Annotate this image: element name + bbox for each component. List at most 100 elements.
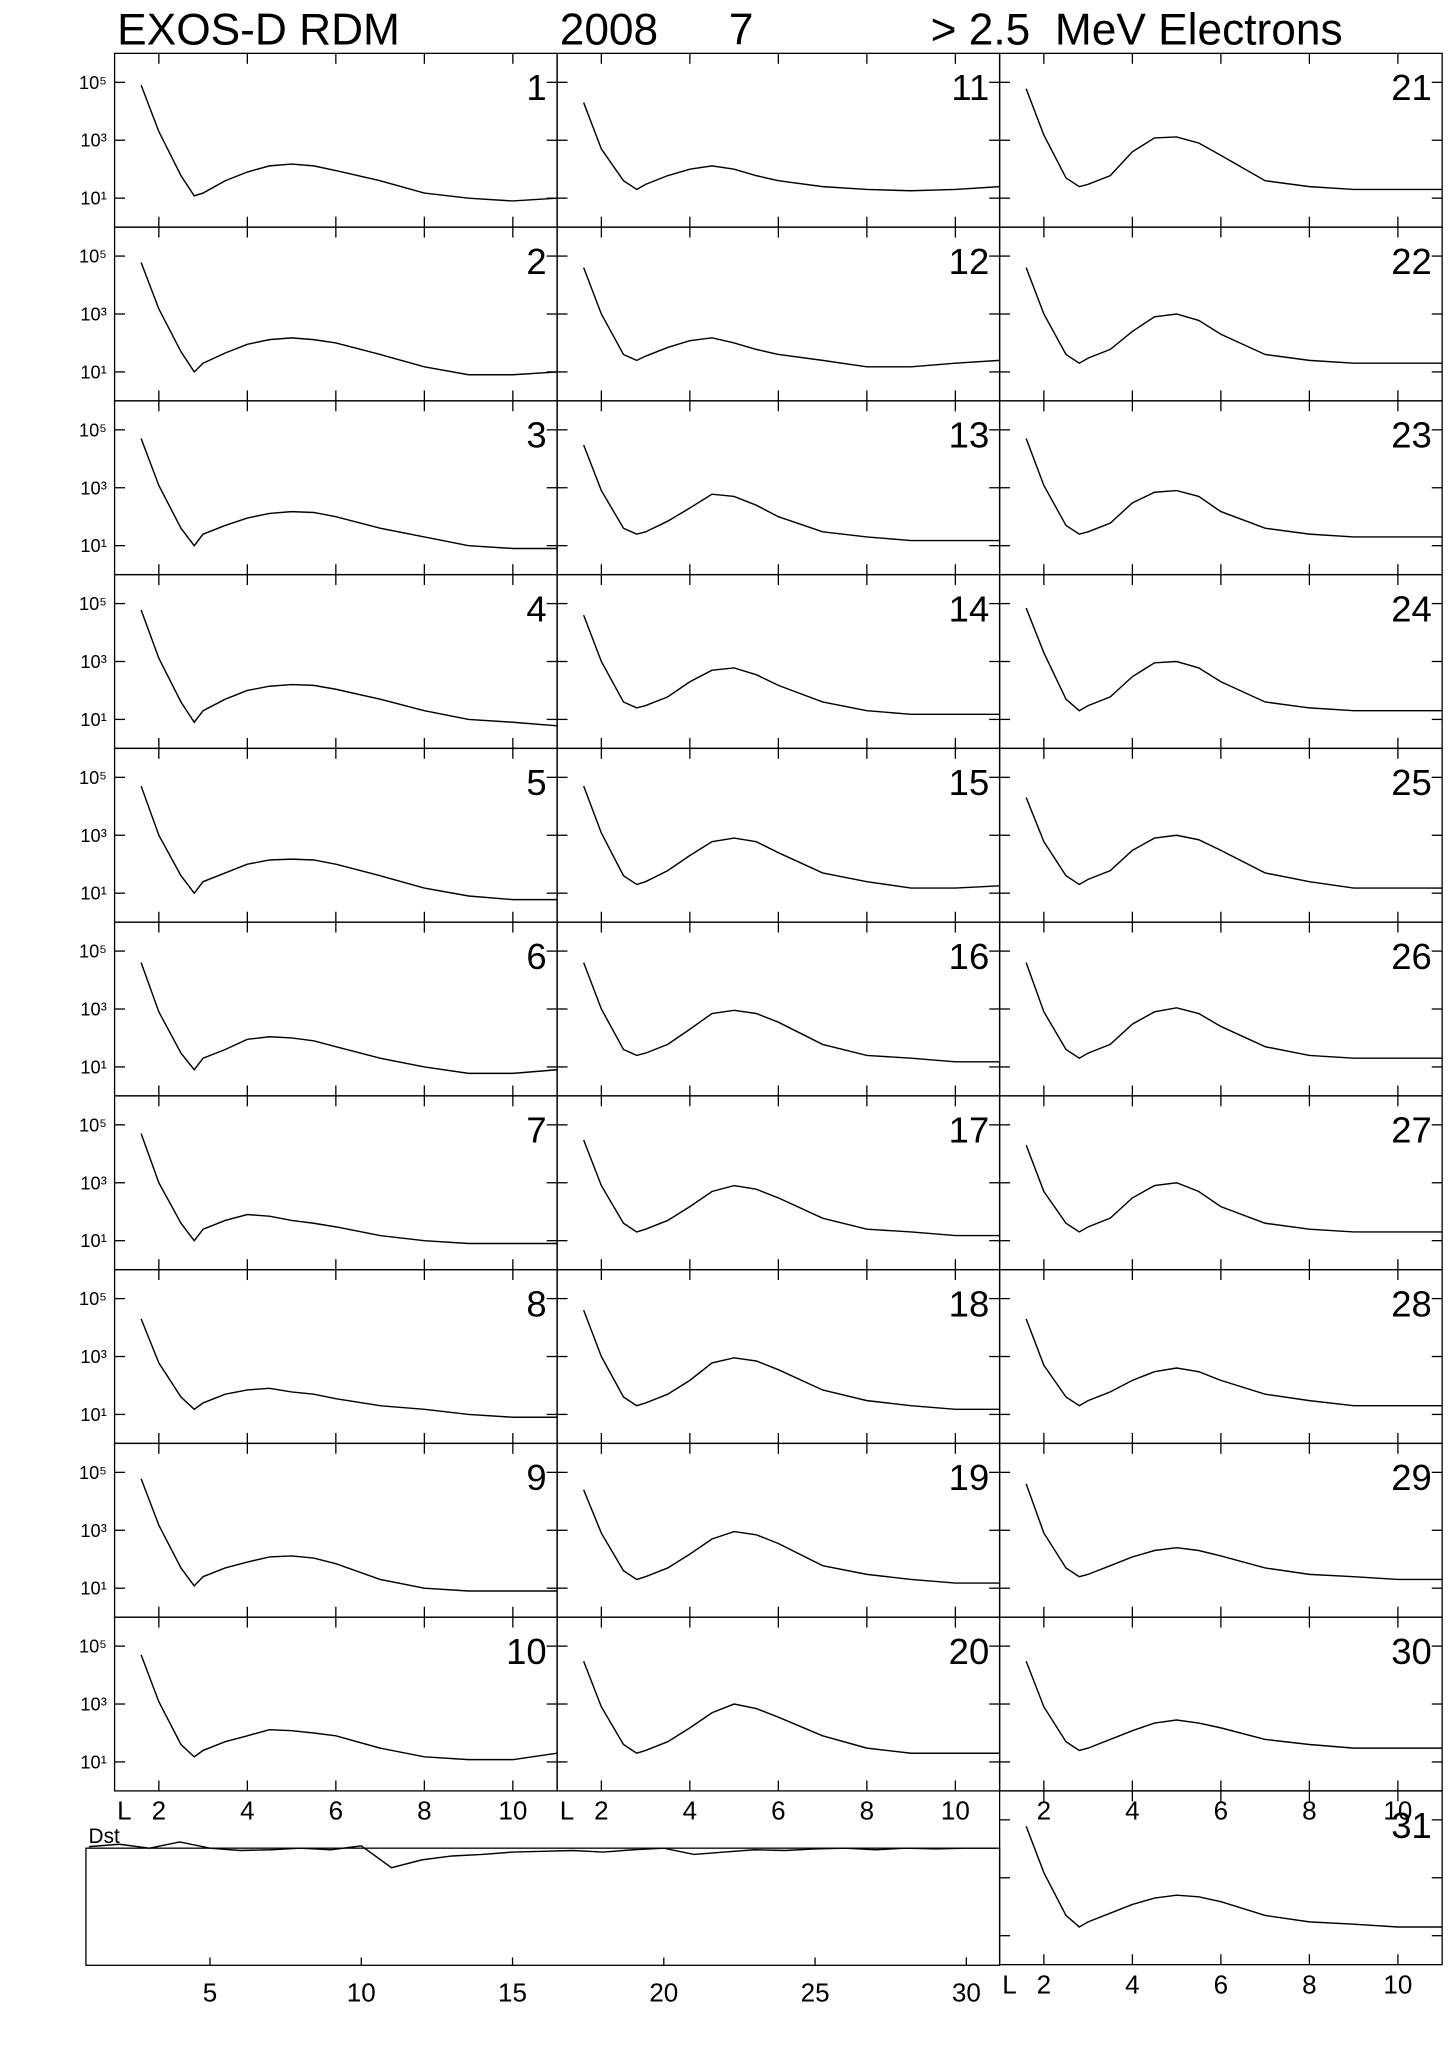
panel-label: 12 (949, 241, 990, 282)
data-line (1025, 607, 1443, 712)
data-line (582, 1309, 1000, 1411)
month-title: 7 (729, 5, 754, 54)
y-tick-label: 10¹ (80, 1057, 106, 1077)
data-line (140, 1478, 558, 1592)
y-tick-label: 10¹ (80, 884, 106, 904)
panel-frame (556, 226, 1001, 402)
data-line (582, 444, 1000, 542)
y-tick-label: 10³ (80, 652, 106, 672)
data-line (582, 962, 1000, 1063)
panel-label: 24 (1391, 588, 1432, 629)
x-tick-label: 6 (771, 1796, 785, 1826)
y-tick-label: 10¹ (80, 1405, 106, 1425)
x-tick-label: 10 (347, 1978, 376, 2008)
panel-label: 5 (526, 762, 546, 803)
y-tick-label: 10⁵ (79, 73, 107, 93)
y-tick-label: 10⁵ (79, 768, 107, 788)
x-tick-label: 15 (498, 1978, 527, 2008)
panel-frame (113, 573, 558, 750)
panel-label: 29 (1391, 1457, 1432, 1498)
y-tick-label: 10³ (80, 1000, 106, 1020)
panel-label: 21 (1391, 67, 1432, 108)
instrument-title: EXOS-D RDM (117, 5, 400, 54)
panel-label: 27 (1391, 1110, 1432, 1151)
x-tick-label: 8 (1302, 1796, 1316, 1826)
panel-frame (556, 400, 1001, 576)
panel-label: 31 (1391, 1805, 1432, 1846)
x-tick-label: 2 (594, 1796, 608, 1826)
x-tick-label: 8 (1302, 1969, 1316, 1999)
x-axis-label: L (560, 1796, 574, 1826)
data-line (140, 1654, 558, 1761)
y-tick-label: 10³ (80, 1347, 106, 1367)
data-line (582, 102, 1000, 192)
y-tick-label: 10³ (80, 305, 106, 325)
panel-label: 6 (526, 936, 546, 977)
panel-frame (556, 1095, 1001, 1271)
panel-frame (113, 400, 558, 576)
x-tick-label: 10 (498, 1796, 527, 1826)
panel-label: 26 (1391, 936, 1432, 977)
data-line (1025, 1660, 1443, 1752)
y-tick-label: 10¹ (80, 1752, 106, 1772)
panel-frame (998, 52, 1443, 228)
year-title: 2008 (560, 5, 658, 54)
x-tick-label: 4 (683, 1796, 697, 1826)
panel-label: 3 (526, 415, 546, 456)
data-line (1025, 962, 1443, 1060)
data-line (140, 962, 558, 1075)
y-tick-label: 10¹ (80, 189, 106, 209)
data-line (140, 438, 558, 550)
y-tick-label: 10¹ (80, 710, 106, 730)
panel-frame (998, 226, 1443, 402)
panel-frame (113, 921, 558, 1097)
panel-label: 14 (949, 588, 990, 629)
y-tick-label: 10⁵ (79, 1115, 107, 1135)
y-tick-label: 10⁵ (79, 1289, 107, 1309)
y-tick-label: 10⁵ (79, 247, 107, 267)
data-line (582, 267, 1000, 368)
x-tick-label: 4 (1125, 1969, 1139, 1999)
data-line (582, 785, 1000, 889)
panel-frame (556, 52, 1001, 228)
x-tick-label: 2 (152, 1796, 166, 1826)
x-axis-label: L (117, 1796, 131, 1826)
panel-frame (113, 52, 558, 228)
x-tick-label: 4 (240, 1796, 254, 1826)
y-tick-label: 10³ (80, 131, 106, 151)
panel-label: 1 (526, 67, 546, 108)
x-tick-label: 2 (1037, 1796, 1051, 1826)
y-tick-label: 10⁵ (79, 594, 107, 614)
panel-label: 7 (526, 1110, 546, 1151)
x-tick-label: 8 (417, 1796, 431, 1826)
panel-label: 13 (949, 415, 990, 456)
panel-label: 19 (949, 1457, 990, 1498)
data-line (1025, 88, 1443, 191)
panel-frame (998, 400, 1443, 576)
y-axis-label: Dst (89, 1825, 120, 1848)
panel-label: 9 (526, 1457, 546, 1498)
x-tick-label: 10 (941, 1796, 970, 1826)
y-tick-label: 10⁵ (79, 420, 107, 440)
panel-label: 28 (1391, 1283, 1432, 1324)
x-axis-label: L (1002, 1969, 1016, 1999)
data-line (1025, 1144, 1443, 1233)
panel-frame (113, 747, 558, 923)
y-tick-label: 10³ (80, 1521, 106, 1541)
panel-frame (113, 1616, 558, 1792)
y-tick-label: 10¹ (80, 1579, 106, 1599)
panel-label: 25 (1391, 762, 1432, 803)
data-line (140, 84, 558, 202)
panel-frame (998, 1442, 1443, 1618)
x-tick-label: 20 (649, 1978, 678, 2008)
x-tick-label: 4 (1125, 1796, 1139, 1826)
data-line (140, 1318, 558, 1418)
panel-label: 16 (949, 936, 990, 977)
panel-frame (998, 1095, 1443, 1271)
data-line (1025, 797, 1443, 889)
data-line (1025, 1826, 1443, 1928)
panel-label: 18 (949, 1283, 990, 1324)
data-line (582, 1139, 1000, 1237)
dst-frame (85, 1847, 1001, 1966)
